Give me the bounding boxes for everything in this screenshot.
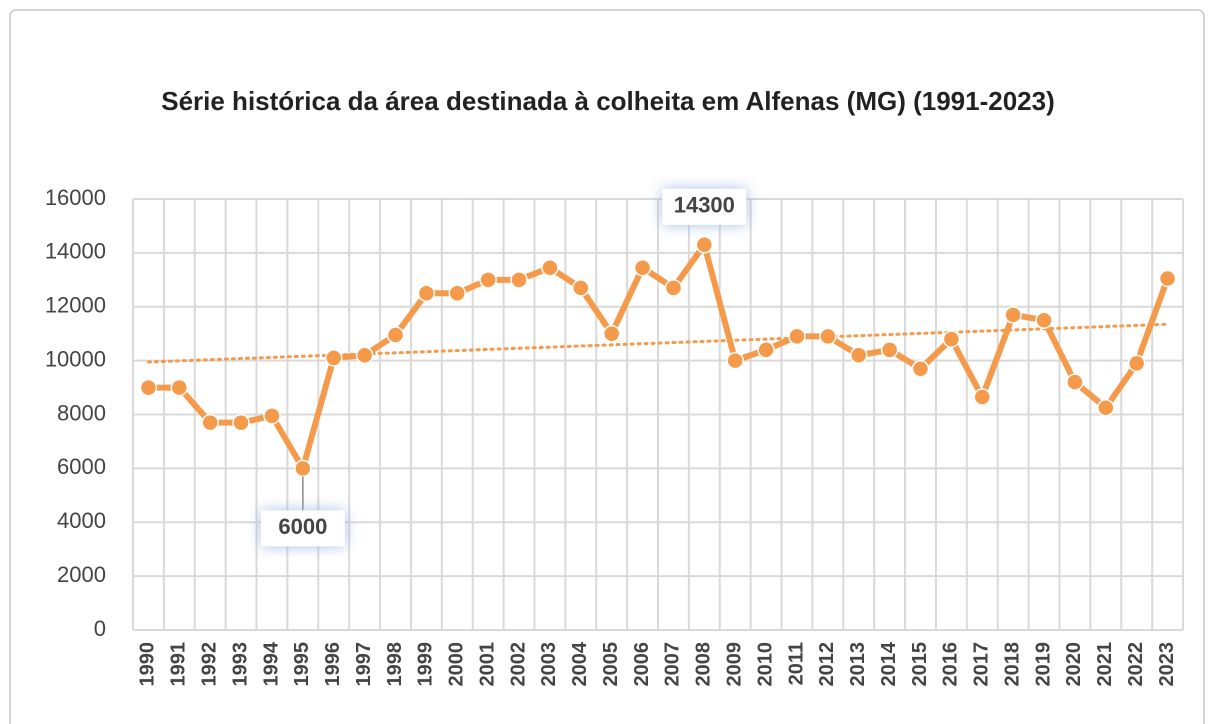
- point: [510, 271, 528, 289]
- point: [849, 346, 868, 364]
- point: [942, 330, 961, 348]
- x-tick-label: 1991: [168, 642, 190, 687]
- point: [1035, 311, 1053, 329]
- x-tick-label: 2005: [600, 642, 622, 687]
- point: [294, 459, 312, 478]
- x-tick-label: 2021: [1094, 642, 1116, 687]
- y-tick-label: 2000: [57, 562, 106, 587]
- x-tick-label: 1994: [260, 641, 282, 686]
- point: [541, 258, 559, 277]
- data-label: 6000: [278, 514, 327, 539]
- point: [1066, 373, 1084, 391]
- point: [355, 346, 374, 364]
- y-tick-label: 14000: [45, 239, 106, 264]
- x-tick-label: 1990: [137, 642, 159, 687]
- point: [201, 413, 219, 432]
- point: [170, 378, 189, 397]
- x-tick-label: 2007: [662, 642, 684, 687]
- x-tick-label: 1998: [384, 642, 406, 687]
- x-tick-label: 1996: [322, 642, 344, 687]
- point: [386, 326, 405, 344]
- point: [572, 279, 590, 297]
- point: [633, 258, 652, 277]
- point: [880, 341, 899, 359]
- point: [139, 378, 158, 397]
- chart-title: Série histórica da área destinada à colh…: [161, 86, 1055, 116]
- x-tick-label: 2013: [847, 642, 869, 687]
- x-tick-label: 2023: [1156, 642, 1178, 687]
- x-tick-label: 2004: [569, 641, 591, 686]
- point: [1004, 306, 1022, 324]
- trendline: [146, 322, 1170, 364]
- y-tick-label: 12000: [45, 293, 106, 318]
- y-tick-label: 10000: [45, 346, 106, 371]
- point: [232, 413, 250, 432]
- point: [664, 279, 683, 297]
- x-tick-label: 1999: [415, 642, 437, 687]
- x-tick-label: 1997: [353, 642, 375, 687]
- point: [757, 341, 775, 359]
- series-line: [148, 241, 1171, 472]
- point: [726, 351, 744, 370]
- x-tick-label: 2022: [1125, 642, 1147, 687]
- y-tick-label: 16000: [45, 185, 106, 210]
- point: [602, 324, 621, 343]
- point: [448, 284, 467, 303]
- data-label-box: [662, 188, 747, 225]
- y-tick-label: 6000: [57, 454, 106, 479]
- point: [819, 327, 837, 346]
- x-tick-label: 1995: [291, 642, 313, 687]
- x-tick-label: 2002: [507, 642, 529, 687]
- x-tick-label: 1993: [229, 642, 251, 687]
- x-tick-label: 2008: [693, 642, 715, 687]
- point: [788, 327, 806, 346]
- x-tick-label: 1992: [198, 642, 220, 687]
- y-tick-label: 0: [94, 616, 106, 641]
- data-label-box: [260, 510, 345, 547]
- x-tick-label: 2017: [971, 642, 993, 687]
- x-tick-label: 2009: [723, 642, 745, 687]
- x-tick-label: 2016: [940, 642, 962, 687]
- data-label: 14300: [674, 193, 735, 218]
- x-tick-label: 2001: [476, 642, 498, 687]
- x-tick-label: 2019: [1032, 642, 1054, 687]
- x-tick-label: 2014: [878, 641, 900, 686]
- x-tick-label: 2018: [1001, 642, 1023, 687]
- point: [1097, 399, 1115, 417]
- point: [695, 236, 714, 254]
- y-tick-label: 8000: [57, 400, 106, 425]
- point: [1158, 269, 1177, 288]
- x-tick-label: 2003: [538, 642, 560, 687]
- x-tick-label: 2000: [446, 642, 468, 687]
- point: [324, 349, 343, 367]
- point: [911, 359, 930, 378]
- x-tick-label: 2011: [785, 642, 807, 685]
- x-tick-label: 2006: [631, 642, 653, 687]
- x-tick-label: 2015: [909, 642, 931, 687]
- point: [973, 388, 992, 406]
- x-tick-label: 2020: [1063, 642, 1085, 687]
- x-tick-label: 2012: [816, 642, 838, 687]
- y-tick-label: 4000: [57, 508, 106, 533]
- point: [479, 271, 497, 289]
- point: [263, 407, 281, 425]
- x-tick-label: 2010: [754, 642, 776, 687]
- point: [417, 284, 436, 303]
- point: [1127, 354, 1146, 373]
